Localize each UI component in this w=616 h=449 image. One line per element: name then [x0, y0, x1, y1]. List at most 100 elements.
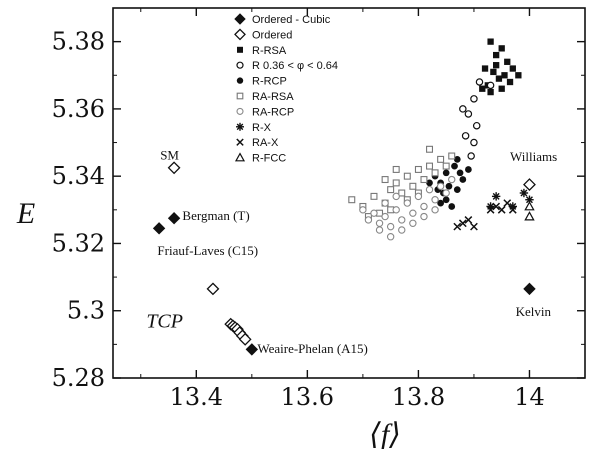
legend-entry: R-RCP [252, 76, 287, 88]
data-point [348, 196, 356, 204]
data-point [495, 75, 503, 82]
y-tick-label: 5.32 [52, 229, 105, 257]
legend-entry: RA-RSA [252, 91, 294, 103]
legend-marker [234, 152, 246, 162]
x-tick-label: 13.4 [170, 383, 223, 411]
data-point [467, 152, 475, 160]
data-point [152, 222, 166, 235]
annotation-label: Williams [510, 149, 557, 164]
data-point [487, 38, 494, 45]
data-point [515, 72, 522, 79]
data-point [523, 282, 536, 296]
data-point [475, 78, 484, 86]
data-point [456, 169, 464, 177]
data-point [459, 176, 467, 183]
data-point [491, 192, 501, 201]
data-point [490, 68, 497, 76]
series-9 [524, 201, 535, 221]
plot-border [112, 7, 586, 379]
data-point [451, 162, 458, 170]
data-point [245, 343, 259, 356]
data-point [403, 199, 412, 207]
y-tick-label: 5.34 [52, 162, 105, 190]
data-point [459, 105, 467, 113]
data-point [479, 85, 486, 92]
data-point [409, 209, 417, 217]
data-point [392, 179, 400, 187]
data-point [409, 182, 417, 190]
legend-entry: Ordered - Cubic [252, 14, 331, 26]
data-point [453, 156, 461, 163]
data-point [387, 186, 395, 194]
x-tick-label: 13.8 [392, 383, 445, 411]
data-point [448, 152, 456, 160]
data-point [370, 192, 378, 200]
annotations: SM Bergman (T) Friauf-Laves (C15) TCP Weaire… [146, 147, 557, 355]
data-point [442, 162, 450, 170]
data-point [426, 179, 433, 187]
data-point [238, 332, 252, 346]
data-point [470, 95, 478, 103]
legend-marker [234, 28, 246, 41]
data-point [426, 162, 434, 170]
data-point [386, 233, 395, 241]
data-point [442, 169, 450, 177]
data-point [464, 110, 473, 118]
legend-entry: R-RSA [252, 45, 287, 57]
data-point [465, 166, 472, 173]
data-point [442, 189, 450, 197]
legend-marker [236, 61, 244, 69]
data-point [420, 212, 428, 221]
data-point [386, 222, 395, 231]
data-point [503, 199, 512, 207]
legend-entry: R-FCC [252, 153, 286, 165]
legend: Ordered - Cubic Ordered R-RSA R 0.36 < φ < … [234, 13, 338, 165]
plot-frame [112, 7, 586, 379]
y-tick-label: 5.38 [52, 28, 105, 56]
data-point [398, 189, 406, 197]
data-point [508, 205, 517, 214]
annotation-label: Kelvin [516, 304, 552, 319]
data-point [498, 45, 505, 52]
data-point [470, 138, 478, 147]
data-point [409, 219, 417, 227]
data-point [392, 192, 400, 201]
data-point [436, 182, 445, 190]
data-point [420, 176, 428, 184]
data-point [498, 85, 505, 92]
data-point [414, 165, 422, 173]
data-point [470, 222, 478, 231]
data-point [486, 205, 495, 214]
data-point [442, 196, 450, 204]
data-point [445, 182, 453, 190]
series-0 [152, 212, 536, 356]
annotation-label: SM [160, 147, 179, 162]
legend-entry: RA-X [252, 137, 279, 149]
x-tick-label: 13.6 [281, 383, 334, 411]
data-point [375, 226, 384, 234]
data-point [493, 51, 500, 59]
legend-marker [236, 107, 244, 115]
x-axis-ticks: 13.4 13.6 13.8 14 [140, 8, 586, 411]
data-point [492, 202, 501, 211]
data-point [414, 192, 423, 201]
data-point [431, 196, 439, 204]
data-point [453, 186, 461, 193]
annotation-label: TCP [146, 311, 183, 333]
data-point [461, 132, 470, 140]
data-point [167, 212, 181, 225]
data-marks [152, 38, 536, 356]
data-point [493, 62, 500, 69]
data-point [420, 202, 428, 211]
x-tick-label: 14 [514, 383, 545, 411]
legend-marker [236, 77, 244, 84]
data-point [437, 155, 445, 163]
y-tick-label: 5.28 [52, 364, 105, 392]
data-point [381, 199, 389, 207]
data-point [504, 58, 511, 65]
data-point [426, 145, 434, 153]
data-point [398, 216, 406, 224]
data-point [448, 175, 456, 184]
legend-entry: R-X [252, 122, 272, 134]
